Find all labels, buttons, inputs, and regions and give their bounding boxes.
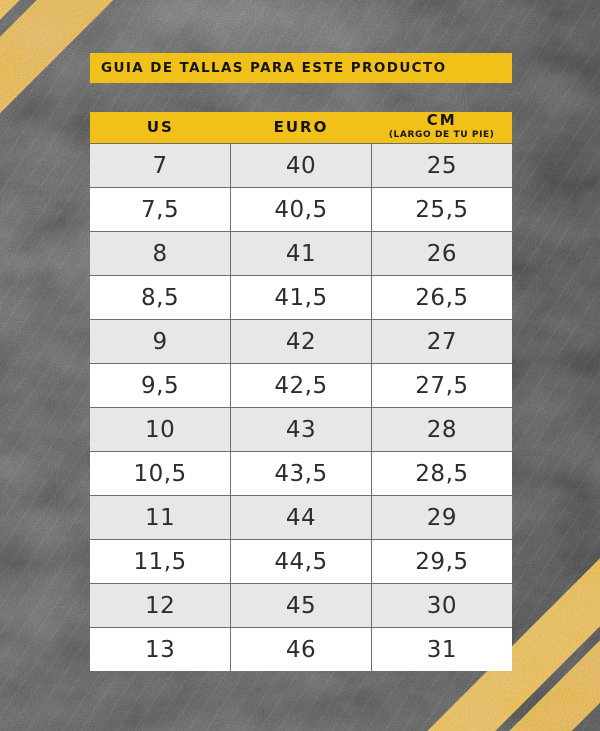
size-cell: 9 bbox=[90, 319, 232, 364]
size-table: US EURO CM (LARGO DE TU PIE) 7 40 25 7,5 40,… bbox=[90, 112, 512, 671]
size-table-header: US EURO CM (LARGO DE TU PIE) bbox=[90, 112, 512, 144]
size-cell: 42 bbox=[230, 319, 372, 364]
table-row: 9 42 27 bbox=[90, 319, 512, 364]
size-cell: 10,5 bbox=[90, 451, 232, 496]
table-row: 7 40 25 bbox=[90, 143, 512, 188]
table-row: 10,5 43,5 28,5 bbox=[90, 451, 512, 496]
size-cell: 42,5 bbox=[230, 363, 372, 408]
size-cell: 11,5 bbox=[90, 539, 232, 584]
column-header-euro: EURO bbox=[230, 112, 372, 144]
size-cell: 7 bbox=[90, 143, 232, 188]
size-cell: 28,5 bbox=[370, 451, 512, 496]
size-cell: 29 bbox=[370, 495, 512, 540]
size-table-body: 7 40 25 7,5 40,5 25,5 8 41 26 8,5 41,5 26,5 9 42 27 9,5… bbox=[90, 143, 512, 671]
size-cell: 28 bbox=[370, 407, 512, 452]
column-header-cm-sublabel: (LARGO DE TU PIE) bbox=[388, 129, 495, 140]
size-cell: 45 bbox=[230, 583, 372, 628]
column-header-us: US bbox=[90, 112, 231, 144]
table-row: 10 43 28 bbox=[90, 407, 512, 452]
size-cell: 25 bbox=[370, 143, 512, 188]
size-cell: 8,5 bbox=[90, 275, 232, 320]
table-row: 8,5 41,5 26,5 bbox=[90, 275, 512, 320]
size-cell: 41 bbox=[230, 231, 372, 276]
size-cell: 8 bbox=[90, 231, 232, 276]
size-cell: 9,5 bbox=[90, 363, 232, 408]
size-cell: 31 bbox=[370, 627, 512, 671]
size-cell: 27 bbox=[370, 319, 512, 364]
size-cell: 40 bbox=[230, 143, 372, 188]
size-cell: 44,5 bbox=[230, 539, 372, 584]
column-header-cm: CM (LARGO DE TU PIE) bbox=[371, 112, 512, 144]
size-cell: 10 bbox=[90, 407, 232, 452]
size-cell: 29,5 bbox=[370, 539, 512, 584]
table-row: 7,5 40,5 25,5 bbox=[90, 187, 512, 232]
table-row: 11,5 44,5 29,5 bbox=[90, 539, 512, 584]
table-row: 8 41 26 bbox=[90, 231, 512, 276]
size-guide-card: GUIA DE TALLAS PARA ESTE PRODUCTO US EUR… bbox=[90, 53, 512, 671]
size-cell: 25,5 bbox=[370, 187, 512, 232]
size-cell: 46 bbox=[230, 627, 372, 671]
size-cell: 7,5 bbox=[90, 187, 232, 232]
size-cell: 27,5 bbox=[370, 363, 512, 408]
page-title: GUIA DE TALLAS PARA ESTE PRODUCTO bbox=[101, 60, 447, 76]
size-cell: 26 bbox=[370, 231, 512, 276]
column-header-euro-label: EURO bbox=[273, 117, 329, 136]
table-row: 11 44 29 bbox=[90, 495, 512, 540]
size-cell: 12 bbox=[90, 583, 232, 628]
size-cell: 43,5 bbox=[230, 451, 372, 496]
column-header-us-label: US bbox=[146, 117, 174, 136]
size-cell: 13 bbox=[90, 627, 232, 671]
table-row: 13 46 31 bbox=[90, 627, 512, 671]
size-cell: 41,5 bbox=[230, 275, 372, 320]
size-cell: 30 bbox=[370, 583, 512, 628]
header-row: US EURO CM (LARGO DE TU PIE) bbox=[90, 112, 512, 144]
size-cell: 44 bbox=[230, 495, 372, 540]
table-row: 9,5 42,5 27,5 bbox=[90, 363, 512, 408]
size-cell: 11 bbox=[90, 495, 232, 540]
column-header-cm-label: CM bbox=[426, 111, 457, 130]
table-row: 12 45 30 bbox=[90, 583, 512, 628]
size-cell: 40,5 bbox=[230, 187, 372, 232]
size-cell: 26,5 bbox=[370, 275, 512, 320]
size-cell: 43 bbox=[230, 407, 372, 452]
title-bar: GUIA DE TALLAS PARA ESTE PRODUCTO bbox=[90, 53, 512, 83]
